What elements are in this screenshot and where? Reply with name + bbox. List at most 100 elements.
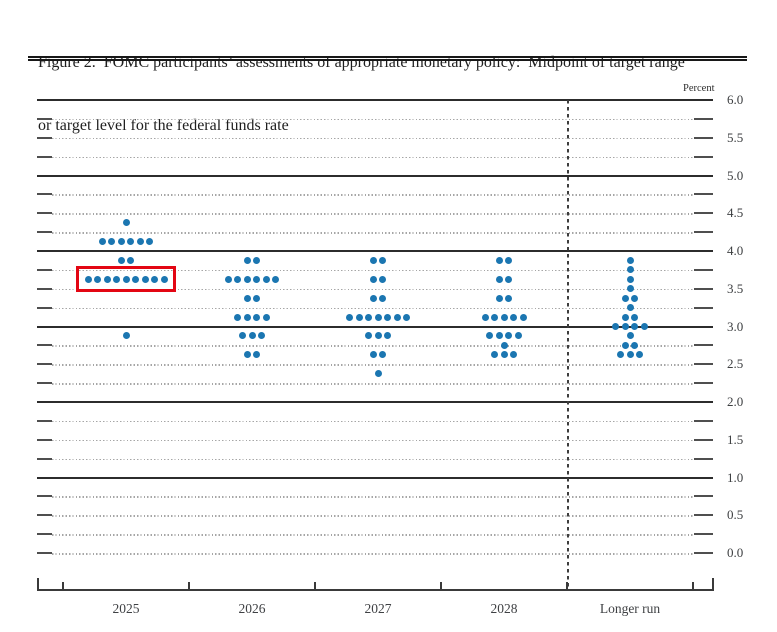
dot bbox=[103, 275, 111, 283]
gridline-right-tick bbox=[694, 363, 713, 366]
x-axis-category-label: 2026 bbox=[238, 601, 266, 616]
dot bbox=[500, 313, 508, 321]
gridline-dotted bbox=[52, 383, 694, 385]
dot bbox=[253, 313, 261, 321]
dot bbox=[369, 351, 377, 359]
gridline-left-tick bbox=[37, 419, 52, 422]
y-axis-tick-label: 4.0 bbox=[727, 243, 744, 258]
y-axis-tick-label: 0.5 bbox=[727, 507, 744, 523]
dot bbox=[374, 332, 382, 340]
gridline-solid bbox=[37, 476, 713, 479]
gridline-dotted bbox=[52, 515, 694, 517]
y-axis-tick-label: 3.0 bbox=[727, 318, 744, 334]
dot bbox=[127, 238, 135, 246]
dot bbox=[514, 332, 522, 340]
gridline-dotted bbox=[52, 156, 694, 159]
gridline-left-tick bbox=[37, 514, 52, 517]
gridline-dotted bbox=[52, 420, 694, 423]
x-axis-tick bbox=[314, 582, 316, 591]
gridline-right-tick bbox=[694, 495, 713, 498]
longer-run-separator-line bbox=[566, 100, 569, 589]
highlight-box bbox=[76, 266, 176, 293]
dot bbox=[379, 294, 387, 302]
dot bbox=[500, 351, 508, 359]
dot bbox=[486, 332, 494, 340]
gridline-left-tick bbox=[37, 155, 52, 158]
x-axis-end-cap-left bbox=[37, 578, 39, 591]
gridline-right-tick bbox=[694, 457, 713, 460]
dot bbox=[243, 294, 251, 302]
gridline-right-tick bbox=[694, 212, 713, 215]
y-axis-tick-label: 6.0 bbox=[727, 92, 744, 107]
gridline-dotted bbox=[52, 213, 694, 215]
dot bbox=[491, 313, 498, 321]
dot bbox=[234, 275, 242, 283]
dot bbox=[631, 323, 639, 330]
gridline-right-tick bbox=[694, 268, 713, 271]
gridline-left-tick bbox=[37, 231, 52, 234]
x-axis-tick bbox=[62, 582, 64, 591]
dot bbox=[626, 266, 634, 274]
x-axis-end-cap-right bbox=[712, 578, 714, 591]
gridline-dotted bbox=[52, 232, 694, 234]
dot bbox=[365, 332, 372, 340]
gridline-right-tick bbox=[694, 231, 713, 234]
gridline-right-tick bbox=[694, 533, 713, 536]
dot bbox=[146, 238, 154, 246]
title-rule-bottom-line bbox=[28, 59, 747, 61]
gridline-right-tick bbox=[694, 117, 713, 120]
dot bbox=[384, 332, 391, 340]
figure-title-line1: Figure 2. FOMC participants’ assessments… bbox=[38, 54, 685, 71]
dot bbox=[243, 256, 251, 264]
gridline-left-tick bbox=[37, 533, 52, 536]
gridline-right-tick bbox=[694, 193, 713, 196]
dot bbox=[160, 275, 168, 283]
figure-title: Figure 2. FOMC participants’ assessments… bbox=[38, 10, 750, 178]
dot bbox=[122, 219, 130, 227]
gridline-left-tick bbox=[37, 117, 52, 120]
y-axis-tick-label: 5.5 bbox=[727, 129, 744, 145]
dot bbox=[631, 294, 639, 302]
gridline-left-tick bbox=[37, 306, 52, 309]
dot bbox=[621, 341, 629, 349]
gridline-right-tick bbox=[694, 306, 713, 309]
x-axis-tick bbox=[692, 582, 694, 591]
dot bbox=[151, 275, 158, 283]
dot bbox=[505, 275, 513, 283]
dot bbox=[136, 238, 144, 246]
dot bbox=[617, 351, 624, 359]
gridline-left-tick bbox=[37, 193, 52, 196]
title-rule-top-line bbox=[28, 56, 747, 58]
dot bbox=[262, 313, 270, 321]
gridline-dotted bbox=[52, 194, 694, 196]
dot bbox=[621, 313, 629, 321]
dot bbox=[626, 332, 634, 340]
y-axis-tick-label: 0.0 bbox=[727, 545, 744, 560]
dot bbox=[505, 294, 513, 302]
gridline-right-tick bbox=[694, 344, 713, 347]
dot bbox=[491, 351, 498, 359]
gridline-left-tick bbox=[37, 268, 52, 271]
dot bbox=[122, 275, 130, 283]
dot bbox=[224, 275, 232, 283]
gridline-solid bbox=[37, 401, 713, 403]
dot bbox=[510, 351, 517, 359]
dot bbox=[495, 332, 503, 340]
y-axis-tick-label: 3.5 bbox=[727, 280, 744, 296]
gridline-right-tick bbox=[694, 155, 713, 158]
dot bbox=[374, 313, 382, 321]
dot bbox=[122, 332, 130, 340]
gridline-dotted bbox=[52, 288, 694, 291]
dot bbox=[519, 313, 527, 321]
x-axis-category-label: Longer run bbox=[599, 601, 661, 616]
gridline-right-tick bbox=[694, 382, 713, 385]
gridline-dotted bbox=[52, 534, 694, 536]
x-axis-tick bbox=[566, 582, 568, 591]
dot bbox=[393, 313, 401, 321]
dot bbox=[631, 341, 639, 349]
dot bbox=[272, 275, 280, 283]
dot bbox=[495, 256, 503, 264]
gridline-dotted bbox=[52, 137, 694, 140]
x-axis-category-label: 2025 bbox=[112, 601, 140, 616]
